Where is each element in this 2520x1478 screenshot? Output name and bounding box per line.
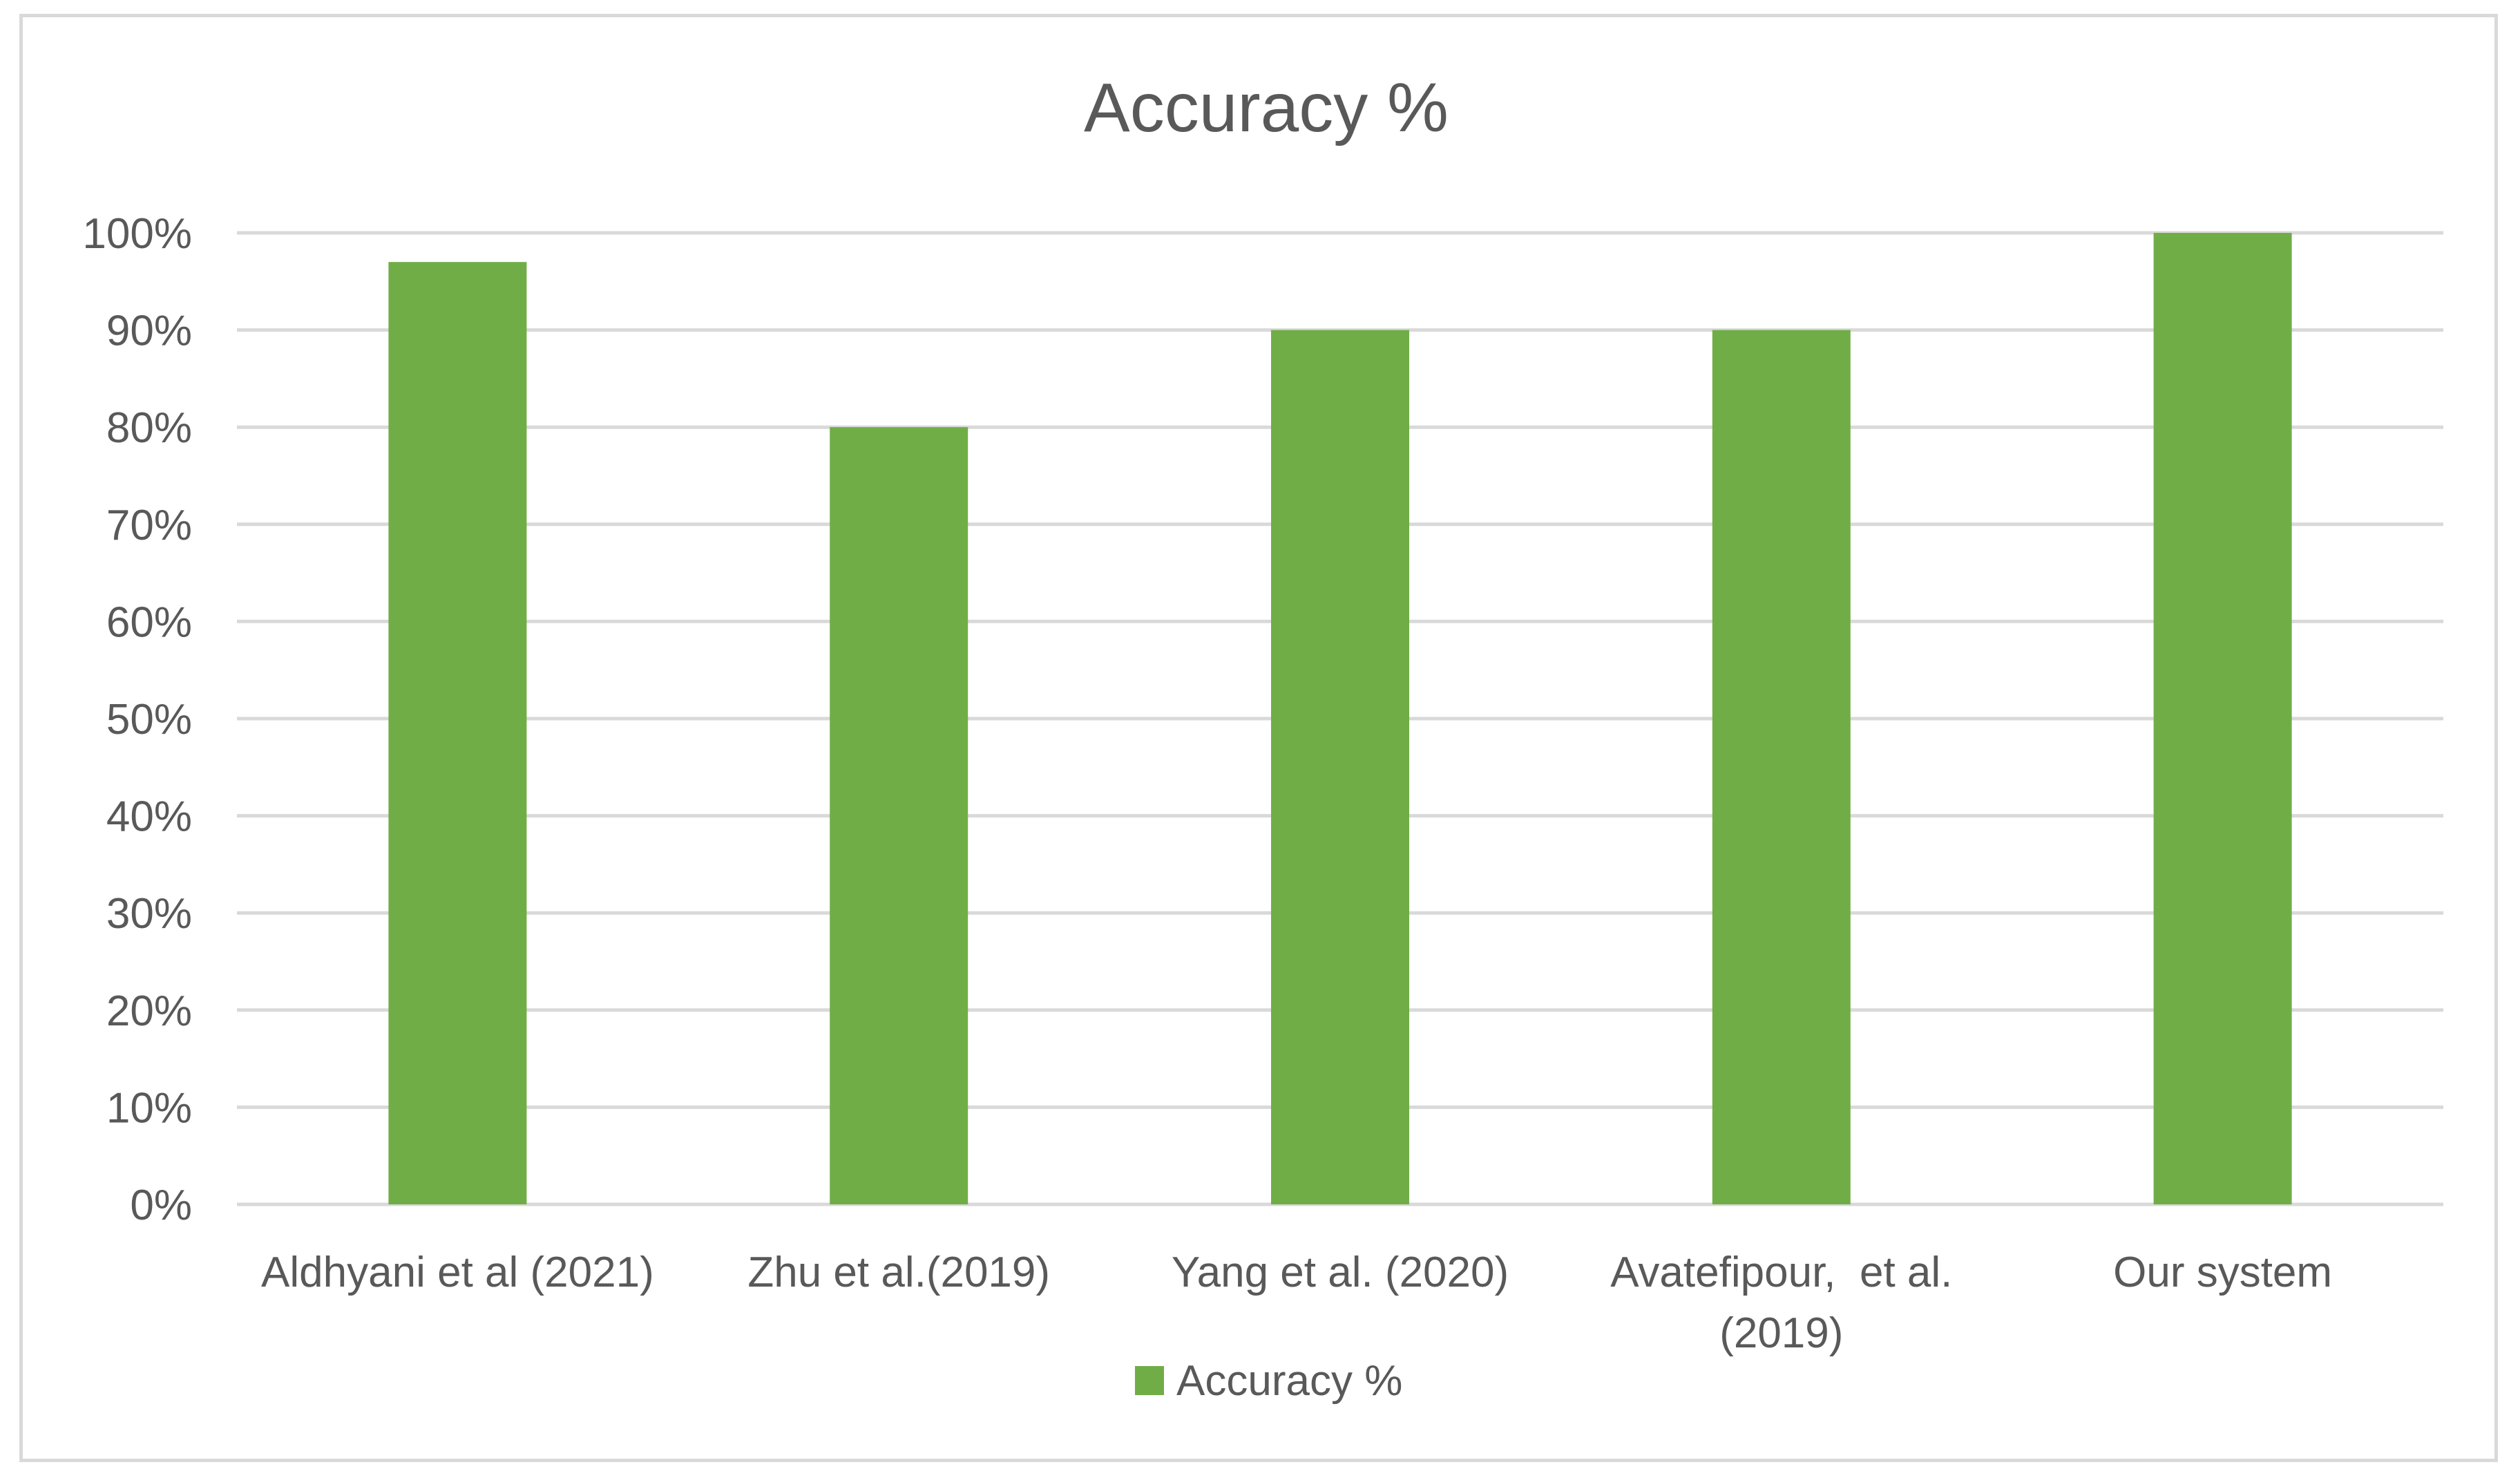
y-axis-tick-labels: 0% 10% 20% 30% 40% 50% 60% 70% 80% 90% 100% bbox=[82, 210, 192, 1229]
x-category-label: Zhu et al.(2019) bbox=[747, 1249, 1050, 1296]
bar bbox=[2153, 233, 2292, 1204]
legend: Accuracy % bbox=[1135, 1357, 1402, 1405]
y-tick-label: 60% bbox=[106, 598, 192, 646]
legend-swatch bbox=[1135, 1366, 1164, 1395]
x-category-label: Our system bbox=[2113, 1249, 2332, 1296]
y-tick-label: 100% bbox=[82, 210, 192, 258]
x-category-label: (2019) bbox=[1719, 1309, 1843, 1357]
chart-title: Accuracy % bbox=[1084, 69, 1449, 146]
legend-label: Accuracy % bbox=[1176, 1357, 1402, 1405]
bar bbox=[388, 262, 527, 1205]
x-category-label: Avatefipour, et al. bbox=[1610, 1249, 1952, 1296]
y-tick-label: 80% bbox=[106, 404, 192, 452]
bar bbox=[1271, 330, 1409, 1205]
bar bbox=[1712, 330, 1851, 1205]
bars bbox=[388, 233, 2292, 1205]
bar bbox=[830, 427, 968, 1205]
x-category-label: Aldhyani et al (2021) bbox=[261, 1249, 654, 1296]
y-tick-label: 70% bbox=[106, 502, 192, 549]
y-tick-label: 10% bbox=[106, 1084, 192, 1132]
y-tick-label: 20% bbox=[106, 987, 192, 1035]
x-axis-category-labels: Aldhyani et al (2021) Zhu et al.(2019) Yan… bbox=[261, 1249, 2332, 1357]
y-tick-label: 50% bbox=[106, 696, 192, 743]
y-tick-label: 40% bbox=[106, 793, 192, 841]
x-category-label: Yang et al. (2020) bbox=[1172, 1249, 1509, 1296]
y-tick-label: 0% bbox=[130, 1182, 192, 1229]
y-tick-label: 90% bbox=[106, 307, 192, 355]
y-tick-label: 30% bbox=[106, 890, 192, 938]
